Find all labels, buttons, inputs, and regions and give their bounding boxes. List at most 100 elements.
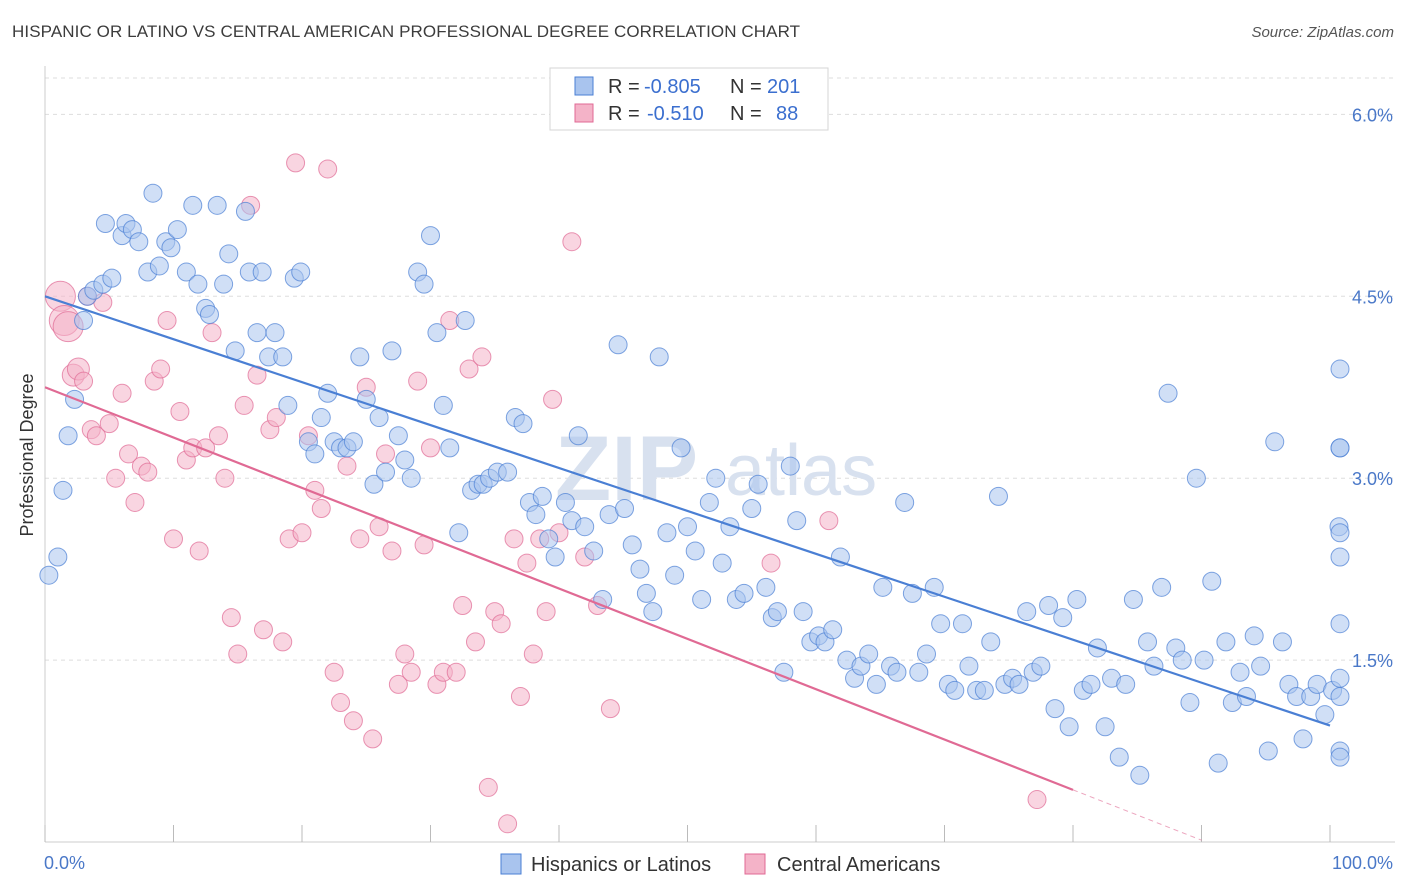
hispanic-point <box>952 614 972 634</box>
hispanic-point <box>350 347 370 367</box>
hispanic-point <box>699 492 719 512</box>
hispanic-point <box>649 347 669 367</box>
central-american-point <box>395 644 415 664</box>
central-american-point <box>337 456 357 476</box>
hispanic-point <box>1172 650 1192 670</box>
central-american-point <box>157 311 177 331</box>
central-american-point <box>228 644 248 664</box>
hispanic-point <box>161 238 181 258</box>
central-american-point <box>761 553 781 573</box>
hispanic-point <box>685 541 705 561</box>
hispanic-point <box>575 517 595 537</box>
gridlines <box>45 77 1395 661</box>
central-american-point <box>106 468 126 488</box>
hispanic-point <box>1272 632 1292 652</box>
central-american-point <box>453 596 473 616</box>
hispanic-point <box>866 674 886 694</box>
central-american-point <box>498 814 518 834</box>
hispanic-point <box>734 583 754 603</box>
hispanic-point <box>364 474 384 494</box>
hispanic-point <box>1123 589 1143 609</box>
central-american-point <box>125 492 145 512</box>
hispanic-point <box>974 680 994 700</box>
y-tick-label: 1.5% <box>1352 651 1393 671</box>
central-american-point <box>215 468 235 488</box>
hispanic-point <box>207 195 227 215</box>
hispanic-point <box>1138 632 1158 652</box>
hispanic-point <box>742 499 762 519</box>
hispanic-point <box>369 408 389 428</box>
hispanic-point <box>382 341 402 361</box>
central-american-point <box>523 644 543 664</box>
chart-source: Source: ZipAtlas.com <box>1251 24 1394 41</box>
legend-swatch-pink <box>574 103 594 123</box>
hispanic-point <box>555 492 575 512</box>
x-tick-max: 100.0% <box>1332 853 1393 873</box>
central-american-point <box>517 553 537 573</box>
hispanic-point <box>584 541 604 561</box>
hispanic-point <box>657 523 677 543</box>
y-axis-label: Professional Degree <box>17 373 37 536</box>
hispanic-point <box>636 583 656 603</box>
hispanic-point <box>945 680 965 700</box>
hispanic-point <box>95 214 115 234</box>
hispanic-point <box>539 529 559 549</box>
hispanic-point <box>1017 602 1037 622</box>
hispanic-point <box>1045 699 1065 719</box>
hispanic-point <box>1236 686 1256 706</box>
hispanic-point <box>678 517 697 537</box>
bottom-legend-label-1: Hispanics or Latinos <box>531 854 711 876</box>
central-american-point <box>376 444 396 464</box>
hispanic-point <box>1251 656 1271 676</box>
hispanic-point <box>671 438 691 458</box>
hispanic-point <box>1053 608 1073 628</box>
central-american-point <box>253 620 273 640</box>
hispanic-point <box>1330 547 1350 567</box>
hispanic-point <box>1009 674 1029 694</box>
central-american-point <box>170 401 190 421</box>
legend-r-value-2: -0.510 <box>647 103 704 125</box>
central-american-point <box>99 414 119 434</box>
hispanic-point <box>780 456 800 476</box>
hispanic-point <box>401 468 421 488</box>
hispanic-trend-line <box>44 295 1331 727</box>
hispanic-point <box>568 426 588 446</box>
hispanic-point <box>48 547 68 567</box>
hispanic-point <box>1081 674 1101 694</box>
hispanic-point <box>1180 693 1200 713</box>
hispanic-point <box>545 547 565 567</box>
central-american-point <box>401 662 421 682</box>
legend-r-label-1: R = <box>608 76 640 98</box>
legend-swatch-blue <box>574 76 594 96</box>
series-legend: Hispanics or Latinos Central Americans <box>500 853 940 876</box>
hispanic-point <box>692 589 712 609</box>
central-american-trend-line <box>44 386 1074 791</box>
central-american-point <box>408 371 428 391</box>
hispanic-point <box>219 244 239 264</box>
hispanic-point <box>756 577 776 597</box>
central-american-point <box>343 711 363 731</box>
hispanic-point <box>1330 747 1350 767</box>
hispanic-point <box>1330 668 1350 688</box>
hispanic-point <box>305 444 325 464</box>
hispanic-point <box>1152 577 1172 597</box>
central-american-point <box>331 693 351 713</box>
hispanic-point <box>959 656 979 676</box>
central-american-point <box>221 608 241 628</box>
hispanic-point <box>129 232 149 252</box>
chart-title: HISPANIC OR LATINO VS CENTRAL AMERICAN P… <box>12 22 801 41</box>
hispanic-point <box>887 662 907 682</box>
legend-r-label-2: R = <box>608 103 640 125</box>
legend-n-value-2: 88 <box>776 103 798 125</box>
hispanic-point <box>273 347 293 367</box>
hispanic-point <box>183 195 203 215</box>
central-american-point <box>600 699 620 719</box>
hispanic-point <box>1244 626 1264 646</box>
hispanic-point <box>895 492 915 512</box>
hispanic-point <box>608 335 628 355</box>
hispanic-point <box>53 480 73 500</box>
central-american-point <box>189 541 209 561</box>
watermark-atlas: atlas <box>725 431 877 511</box>
central-american-point <box>388 674 408 694</box>
